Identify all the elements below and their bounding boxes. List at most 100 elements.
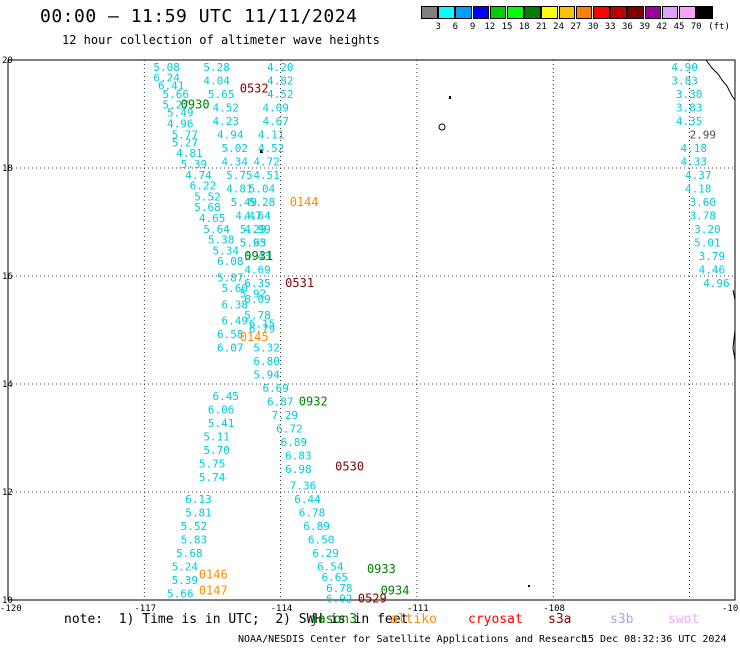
wave-height-label: 5.49 xyxy=(231,196,257,209)
wave-height-label: 5.08 xyxy=(153,61,180,74)
latitude-tick-label: 12 xyxy=(2,488,13,498)
wave-height-label: 5.87 xyxy=(217,271,244,284)
wave-height-label: 5.39 xyxy=(172,574,199,587)
wave-height-label: 5.28 xyxy=(203,61,230,74)
footer-timestamp: 15 Dec 08:32:36 UTC 2024 xyxy=(582,634,727,645)
wave-height-label: 5.24 xyxy=(172,560,199,573)
wave-height-label: 5.94 xyxy=(253,369,280,382)
map-subtitle: 12 hour collection of altimeter wave hei… xyxy=(62,33,380,47)
wave-height-label: 5.34 xyxy=(212,244,239,257)
wave-height-label: 5.27 xyxy=(162,99,189,112)
wave-height-label: 5.38 xyxy=(208,234,235,247)
pass-time-label: 0146 xyxy=(199,567,228,581)
colorbar-swatch xyxy=(661,6,679,19)
pass-time-label: 0531 xyxy=(285,276,314,290)
pass-time-label: 0532 xyxy=(240,81,269,95)
wave-height-label: 6.41 xyxy=(158,80,185,93)
latitude-tick-label: 10 xyxy=(2,596,13,606)
colorbar-label: 36 xyxy=(621,22,633,32)
wave-height-label: 6.49 xyxy=(222,315,249,328)
wave-height-label: 4.74 xyxy=(185,169,212,182)
wave-height-label: 5.11 xyxy=(203,431,230,444)
wave-height-label: 6.89 xyxy=(281,436,308,449)
wave-height-label: 6.58 xyxy=(217,328,244,341)
wave-height-label: 4.96 xyxy=(167,118,194,131)
wave-height-label: 2.99 xyxy=(690,128,717,141)
satellite-legend-item: jason3 xyxy=(310,612,357,627)
wave-height-label: 4.04 xyxy=(203,74,230,87)
colorbar-swatch xyxy=(489,6,507,19)
wave-height-label: 4.35 xyxy=(676,115,703,128)
wave-height-label: 4.52 xyxy=(258,142,285,155)
colorbar-label: 21 xyxy=(535,22,547,32)
wave-height-label: 5.27 xyxy=(172,136,199,149)
wave-height-label: 3.30 xyxy=(676,88,703,101)
wave-height-label: 4.23 xyxy=(212,115,239,128)
wave-height-label: 5.43 xyxy=(244,250,271,263)
pass-time-label: 0934 xyxy=(381,584,410,598)
colorbar-swatch xyxy=(421,6,438,19)
wave-height-label: 3.83 xyxy=(671,74,698,87)
colorbar-swatch xyxy=(541,6,559,19)
wave-height-label: 6.89 xyxy=(303,520,330,533)
wave-height-label: 5.65 xyxy=(208,88,235,101)
satellite-legend-item: s3a xyxy=(548,612,572,627)
longitude-tick-label: -117 xyxy=(134,604,156,614)
island xyxy=(438,123,446,131)
wave-height-label: 4.33 xyxy=(680,155,707,168)
wave-height-label: 4.18 xyxy=(685,182,712,195)
wave-height-label: 4.69 xyxy=(244,263,271,276)
wave-height-label: 3.79 xyxy=(699,250,726,263)
pass-time-label: 0529 xyxy=(358,592,387,606)
wave-height-label: 4.96 xyxy=(703,277,730,290)
footer-note: note: 1) Time is in UTC; 2) SWH is in fe… xyxy=(64,612,409,627)
longitude-tick-label: -108 xyxy=(543,604,565,614)
wave-height-label: 5.49 xyxy=(167,107,194,120)
wave-height-label: 6.38 xyxy=(222,298,249,311)
longitude-tick-label: -114 xyxy=(271,604,293,614)
pass-time-label: 0530 xyxy=(335,459,364,473)
wave-height-label: 4.52 xyxy=(212,101,239,114)
wave-height-label: 5.66 xyxy=(162,88,189,101)
pass-time-label: 0930 xyxy=(181,98,210,112)
wave-height-label: 3.60 xyxy=(690,196,717,209)
wave-height-label: 5.02 xyxy=(222,142,249,155)
colorbar-swatch xyxy=(472,6,490,19)
wave-height-label: 6.22 xyxy=(190,180,217,193)
satellite-legend-item: cryosat xyxy=(468,612,523,627)
island xyxy=(449,96,451,99)
wave-height-label: 6.72 xyxy=(276,423,303,436)
wave-height-label: 4.90 xyxy=(671,61,698,74)
colorbar-label: 27 xyxy=(570,22,582,32)
wave-height-label: 5.81 xyxy=(185,506,212,519)
coastline xyxy=(705,59,736,101)
colorbar-swatch xyxy=(593,6,610,19)
wave-height-label: 5.95 xyxy=(240,236,267,249)
wave-height-label: 6.78 xyxy=(326,582,353,595)
wave-height-label: 5.52 xyxy=(194,190,221,203)
wave-height-label: 5.75 xyxy=(226,169,253,182)
wave-height-label: 4.37 xyxy=(685,169,712,182)
colorbar-label: 12 xyxy=(484,22,496,32)
wave-height-label: 4.46 xyxy=(699,263,726,276)
colorbar-swatch xyxy=(575,6,593,19)
wave-height-label: 5.04 xyxy=(249,182,276,195)
wave-height-label: 6.83 xyxy=(285,450,312,463)
colorbar-swatch xyxy=(679,6,696,19)
wave-height-label: 5.68 xyxy=(194,201,221,214)
pass-time-label: 0147 xyxy=(199,584,228,598)
wave-height-label: 6.92 xyxy=(326,593,353,606)
colorbar-label: 33 xyxy=(604,22,616,32)
wave-height-label: 6.07 xyxy=(217,342,244,355)
wave-height-label: 6.98 xyxy=(285,463,312,476)
colorbar-swatch xyxy=(627,6,645,19)
pass-time-label: 0145 xyxy=(240,330,269,344)
pass-time-label: 0932 xyxy=(299,395,328,409)
wave-height-label: 5.78 xyxy=(244,309,271,322)
wave-height-label: 6.65 xyxy=(322,571,349,584)
colorbar-swatch xyxy=(524,6,541,19)
longitude-tick-label: -120 xyxy=(0,604,22,614)
wave-height-label: 4.67 xyxy=(262,115,289,128)
wave-height-label: 5.39 xyxy=(181,158,208,171)
